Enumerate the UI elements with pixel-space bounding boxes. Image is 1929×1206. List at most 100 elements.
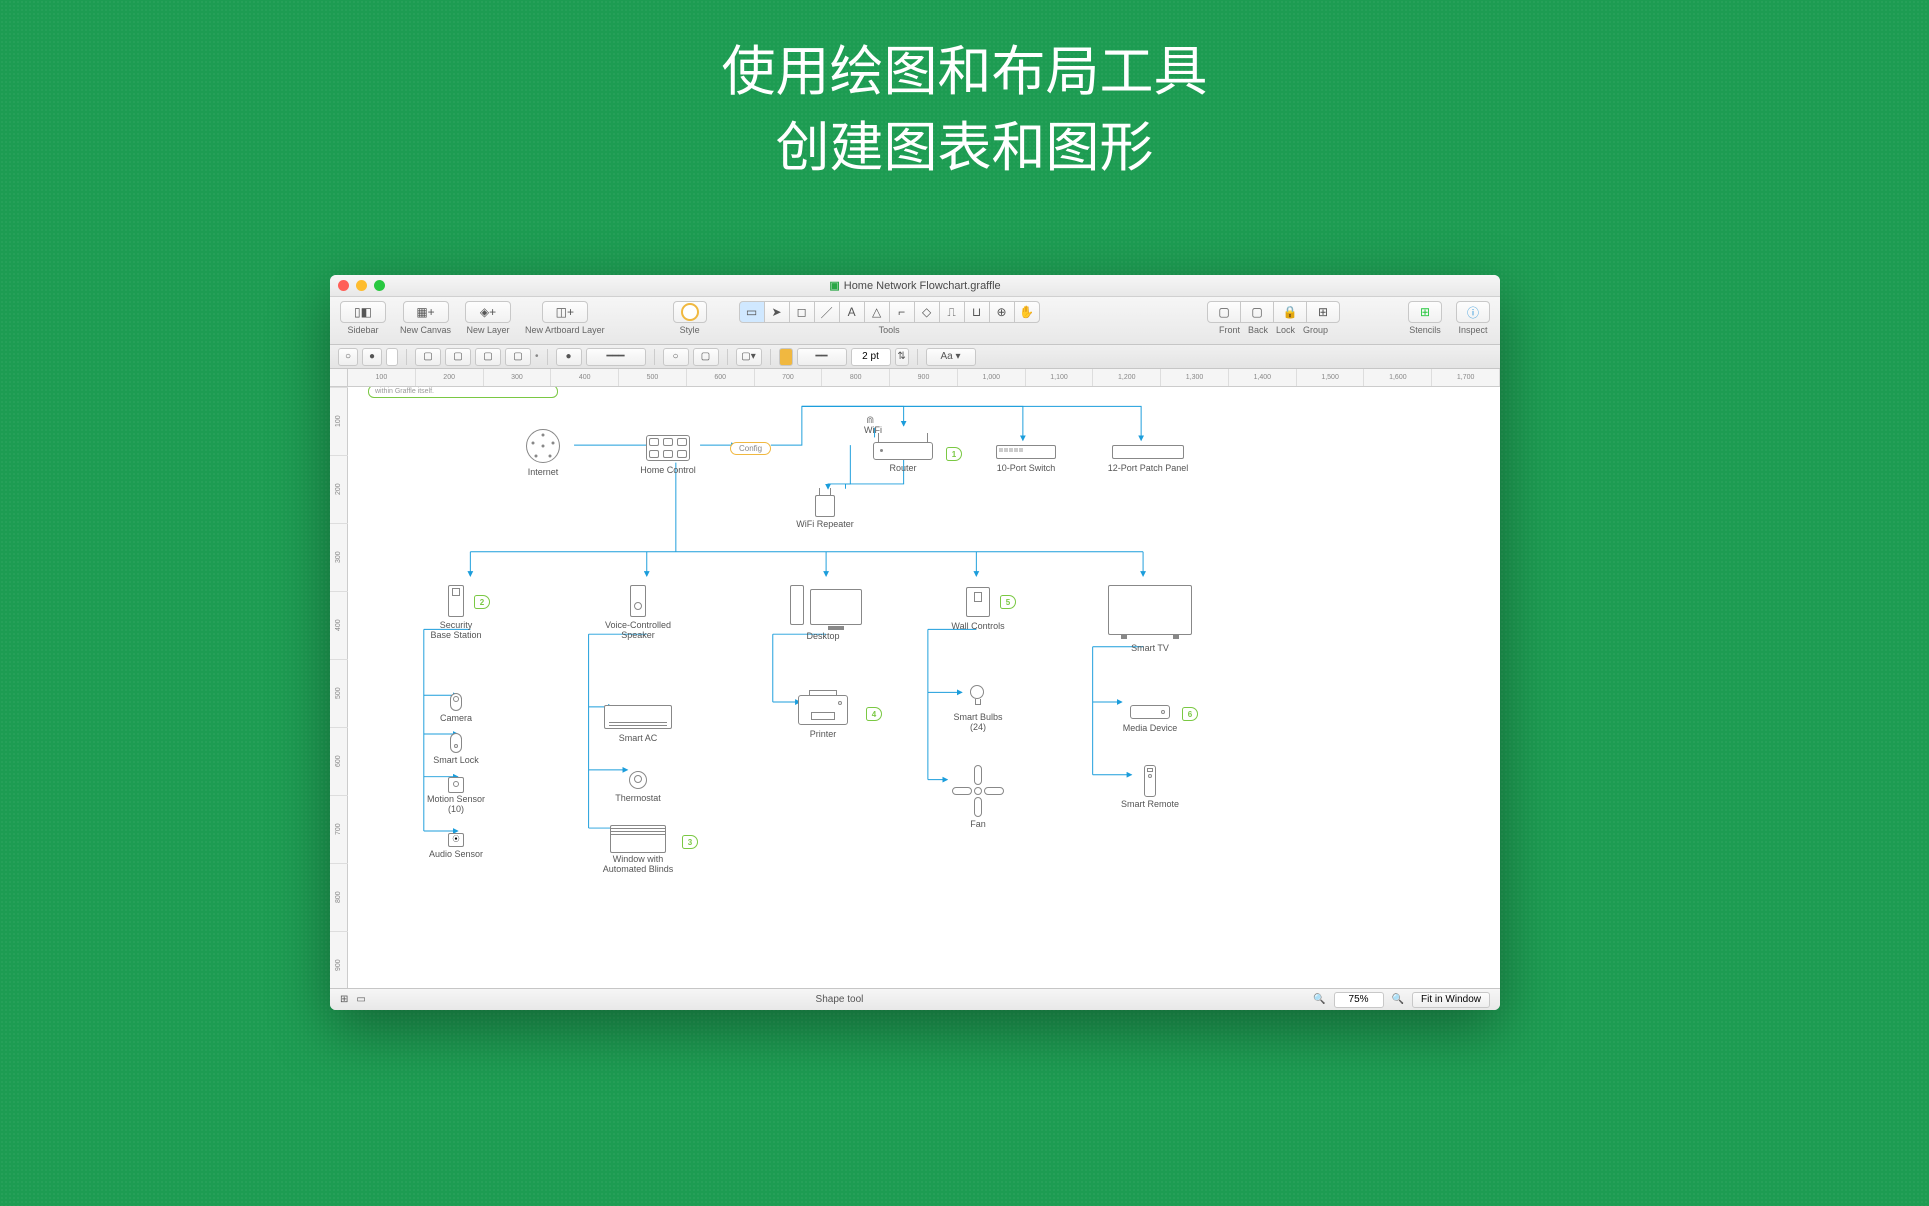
ruler-vertical[interactable]: 1002003004005006007008009001,000 xyxy=(330,387,348,988)
home-control-icon[interactable] xyxy=(646,435,690,461)
hand-tool[interactable]: ✋ xyxy=(1014,301,1040,323)
stroke-style[interactable]: ━━━ xyxy=(586,348,646,366)
new-artboard-label: New Artboard Layer xyxy=(525,325,605,335)
wifi-repeater-icon[interactable] xyxy=(815,495,835,517)
line-tool[interactable]: ／ xyxy=(814,301,840,323)
motion-sensor-icon[interactable] xyxy=(448,777,464,793)
shape-picker[interactable]: ▢▾ xyxy=(736,348,762,366)
window-title: ▣Home Network Flowchart.graffle xyxy=(330,279,1500,292)
new-layer-button[interactable]: ◈+ xyxy=(465,301,511,323)
zoom-in-icon[interactable]: 🔍 xyxy=(1392,994,1404,1005)
ruler-horizontal[interactable]: 1002003004005006007008009001,0001,1001,2… xyxy=(348,369,1500,387)
text-tool[interactable]: A xyxy=(839,301,865,323)
smart-lock-icon[interactable] xyxy=(450,733,462,753)
stroke-width-field[interactable] xyxy=(851,348,891,366)
select-tool[interactable]: ▭ xyxy=(739,301,765,323)
security-badge: 2 xyxy=(474,595,490,609)
window-blinds-icon[interactable] xyxy=(610,825,666,853)
fill-white[interactable]: ● xyxy=(362,348,382,366)
ruler-origin[interactable] xyxy=(330,369,348,387)
media-device-label: Media Device xyxy=(1123,723,1178,733)
wifi-repeater-label: WiFi Repeater xyxy=(796,519,854,529)
motion-label: Motion Sensor(10) xyxy=(427,795,485,815)
wall-controls-icon[interactable] xyxy=(966,587,990,617)
inspect-label: Inspect xyxy=(1458,325,1487,335)
new-artboard-layer-button[interactable]: ◫+ xyxy=(542,301,588,323)
shadow-style[interactable]: ▢ xyxy=(693,348,719,366)
back-button[interactable]: ▢ xyxy=(1240,301,1274,323)
style-preset-1[interactable]: ▢ xyxy=(415,348,441,366)
router-label: Router xyxy=(889,463,916,473)
desktop-label: Desktop xyxy=(806,631,839,641)
group-button[interactable]: ⊞ xyxy=(1306,301,1340,323)
new-canvas-button[interactable]: ▦+ xyxy=(403,301,449,323)
smart-ac-icon[interactable] xyxy=(604,705,672,729)
fill-none[interactable]: ○ xyxy=(338,348,358,366)
zoom-tool[interactable]: ⊕ xyxy=(989,301,1015,323)
audio-sensor-icon[interactable]: ⦿ xyxy=(448,833,464,847)
printer-badge: 4 xyxy=(866,707,882,721)
style-preset-4[interactable]: ▢ xyxy=(505,348,531,366)
config-pill[interactable]: Config xyxy=(730,442,771,455)
status-bar: ⊞ ▭ Shape tool 🔍 🔍 Fit in Window xyxy=(330,988,1500,1010)
router-icon[interactable] xyxy=(873,442,933,460)
app-icon: ▣ xyxy=(829,280,839,292)
fill-swatch[interactable] xyxy=(386,348,398,366)
front-button[interactable]: ▢ xyxy=(1207,301,1241,323)
magnet-tool[interactable]: ⊔ xyxy=(964,301,990,323)
stroke-color[interactable] xyxy=(779,348,793,366)
lock-button[interactable]: 🔒 xyxy=(1273,301,1307,323)
format-bar: ○ ● ▢ ▢ ▢ ▢ • ● ━━━ ○ ▢ ▢▾ ━━ ⇅ Aa ▾ xyxy=(330,345,1500,369)
camera-icon[interactable] xyxy=(450,693,462,711)
orthogonal-tool[interactable]: ⌐ xyxy=(889,301,915,323)
titlebar: ▣Home Network Flowchart.graffle xyxy=(330,275,1500,297)
stencils-button[interactable]: ⊞ xyxy=(1408,301,1442,323)
font-picker[interactable]: Aa ▾ xyxy=(926,348,976,366)
zoom-out-icon[interactable]: 🔍 xyxy=(1313,994,1325,1005)
smart-bulbs-icon[interactable] xyxy=(970,685,986,705)
speaker-icon[interactable] xyxy=(630,585,646,617)
minimize-button[interactable] xyxy=(356,280,367,291)
wifi-label: WiFi xyxy=(864,425,882,435)
thermostat-label: Thermostat xyxy=(615,793,661,803)
smart-tv-icon[interactable] xyxy=(1108,585,1192,635)
switch-icon[interactable] xyxy=(996,445,1056,459)
shape-tool[interactable]: ◻ xyxy=(789,301,815,323)
line-style[interactable]: ━━ xyxy=(797,348,847,366)
inspect-button[interactable]: ⓘ xyxy=(1456,301,1490,323)
security-icon[interactable] xyxy=(448,585,464,617)
desktop-icon[interactable] xyxy=(790,585,862,630)
thermostat-icon[interactable] xyxy=(629,771,647,789)
printer-icon[interactable] xyxy=(798,695,848,725)
shadow-toggle[interactable]: ○ xyxy=(663,348,689,366)
diamond-tool[interactable]: ◇ xyxy=(914,301,940,323)
internet-icon[interactable] xyxy=(526,429,560,463)
maximize-button[interactable] xyxy=(374,280,385,291)
zoom-field[interactable] xyxy=(1334,992,1384,1008)
window-controls xyxy=(338,280,385,291)
stroke-stepper[interactable]: ⇅ xyxy=(895,348,909,366)
stamp-tool[interactable]: ⎍ xyxy=(939,301,965,323)
media-device-icon[interactable] xyxy=(1130,705,1170,719)
promo-headline: 使用绘图和布局工具 创建图表和图形 xyxy=(0,0,1929,186)
new-canvas-label: New Canvas xyxy=(400,325,451,335)
style-preset-3[interactable]: ▢ xyxy=(475,348,501,366)
style-button[interactable] xyxy=(673,301,707,323)
fit-window-button[interactable]: Fit in Window xyxy=(1412,992,1490,1008)
pointer-tool[interactable]: ➤ xyxy=(764,301,790,323)
fan-icon[interactable] xyxy=(952,765,1004,817)
status-tool: Shape tool xyxy=(374,994,1305,1005)
style-preset-2[interactable]: ▢ xyxy=(445,348,471,366)
smart-remote-icon[interactable] xyxy=(1144,765,1156,797)
fan-label: Fan xyxy=(970,819,986,829)
sidebar-toggle-button[interactable]: ▯◧ xyxy=(340,301,386,323)
status-left-icon[interactable]: ⊞ xyxy=(340,994,348,1005)
patch-panel-icon[interactable] xyxy=(1112,445,1184,459)
canvas-area: 1002003004005006007008009001,0001,1001,2… xyxy=(330,369,1500,988)
close-button[interactable] xyxy=(338,280,349,291)
smart-bulbs-label: Smart Bulbs(24) xyxy=(953,713,1002,733)
status-left-icon2[interactable]: ▭ xyxy=(356,994,365,1005)
pen-tool[interactable]: △ xyxy=(864,301,890,323)
canvas[interactable]: within Graffle itself. xyxy=(348,387,1500,988)
stroke-toggle[interactable]: ● xyxy=(556,348,582,366)
